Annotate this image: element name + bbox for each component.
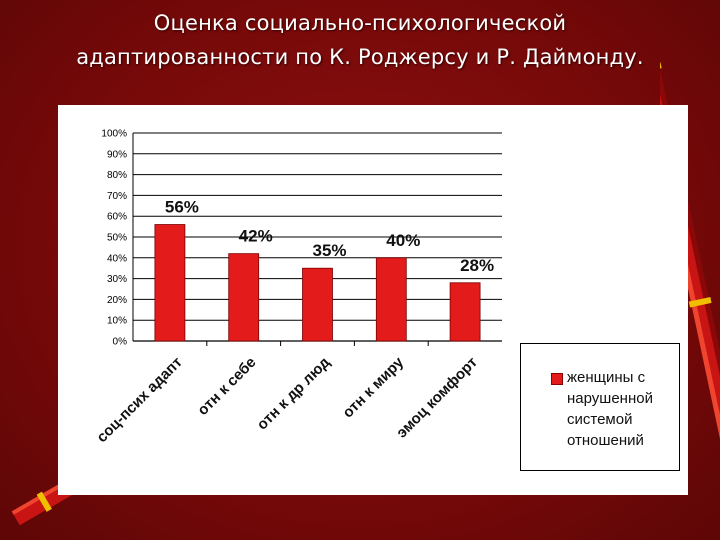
data-label: 56% [165,198,199,217]
category-label: отн к миру [339,353,407,421]
data-label: 28% [460,256,494,275]
bar [154,224,186,342]
y-tick-label: 10% [107,316,127,327]
category-label: отн к др люд [254,353,334,433]
bar [302,267,333,342]
bar [449,282,481,342]
y-tick-label: 40% [107,253,127,264]
category-label: соц-псих адапт [93,354,185,446]
bar [375,257,407,342]
category-label: отн к себе [194,354,259,419]
bar [228,253,260,342]
title-line-1: Оценка социально-психологической [153,11,567,35]
bars [154,224,481,342]
y-tick-label: 20% [107,295,127,306]
y-tick-label: 50% [107,233,127,244]
data-label: 35% [312,241,346,260]
y-tick-label: 60% [107,212,127,223]
y-axis-ticks: 0% 10% 20% 30% 40% 50% 60% 70% 80% 90% 100% [101,129,127,348]
slide-title: Оценка социально-психологической адаптир… [20,6,700,74]
legend-label: женщины с нарушенной системой отношений [567,369,653,449]
y-tick-label: 0% [113,337,128,348]
title-line-2: адаптированности по К. Роджерсу и Р. Дай… [76,45,644,69]
data-label: 40% [386,231,420,250]
y-tick-label: 30% [107,274,127,285]
y-tick-label: 70% [107,191,127,202]
y-tick-label: 100% [101,129,127,140]
legend-swatch [551,373,563,385]
data-labels: 56% 42% 35% 40% 28% [165,198,494,275]
legend: женщины с нарушенной системой отношений [520,343,680,471]
data-label: 42% [239,227,273,246]
y-tick-label: 80% [107,170,127,181]
category-label: эмоц комфорт [393,354,481,442]
y-tick-label: 90% [107,149,127,160]
